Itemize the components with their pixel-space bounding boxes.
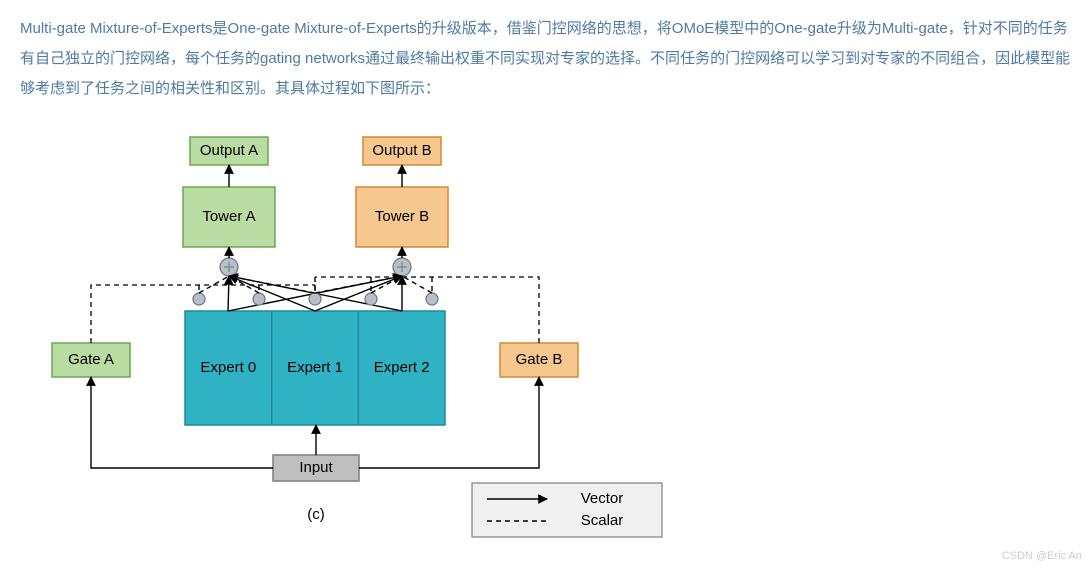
edge-exp1-combB: [315, 276, 402, 311]
edge-mix4-combB: [402, 276, 432, 293]
output-a-label: Output A: [200, 142, 258, 159]
mix-node-3: [365, 293, 377, 305]
caption-c: (c): [307, 506, 325, 523]
gate-a-label: Gate A: [68, 351, 114, 368]
tower-a-label: Tower A: [202, 208, 255, 225]
legend-box: [472, 483, 662, 537]
legend-scalar-label: Scalar: [581, 512, 624, 529]
mix-node-4: [426, 293, 438, 305]
legend-vector-label: Vector: [581, 490, 624, 507]
mix-node-2: [309, 293, 321, 305]
description-paragraph: Multi-gate Mixture-of-Experts是One-gate M…: [0, 0, 1092, 104]
mmoe-diagram: Output A Output B Tower A Tower B Gate A Gate…: [40, 125, 720, 545]
edge-exp1-combA: [229, 276, 315, 311]
expert-0-label: Expert 0: [200, 359, 256, 376]
tower-b-label: Tower B: [375, 208, 429, 225]
edge-exp0-combA: [228, 276, 229, 311]
expert-1-label: Expert 1: [287, 359, 343, 376]
gate-b-label: Gate B: [516, 351, 563, 368]
watermark: CSDN @Eric An: [1002, 550, 1082, 562]
diagram-container: Output A Output B Tower A Tower B Gate A Gate…: [40, 125, 720, 545]
mix-node-0: [193, 293, 205, 305]
output-b-label: Output B: [372, 142, 431, 159]
expert-2-label: Expert 2: [374, 359, 430, 376]
mix-node-1: [253, 293, 265, 305]
input-label: Input: [299, 459, 333, 476]
